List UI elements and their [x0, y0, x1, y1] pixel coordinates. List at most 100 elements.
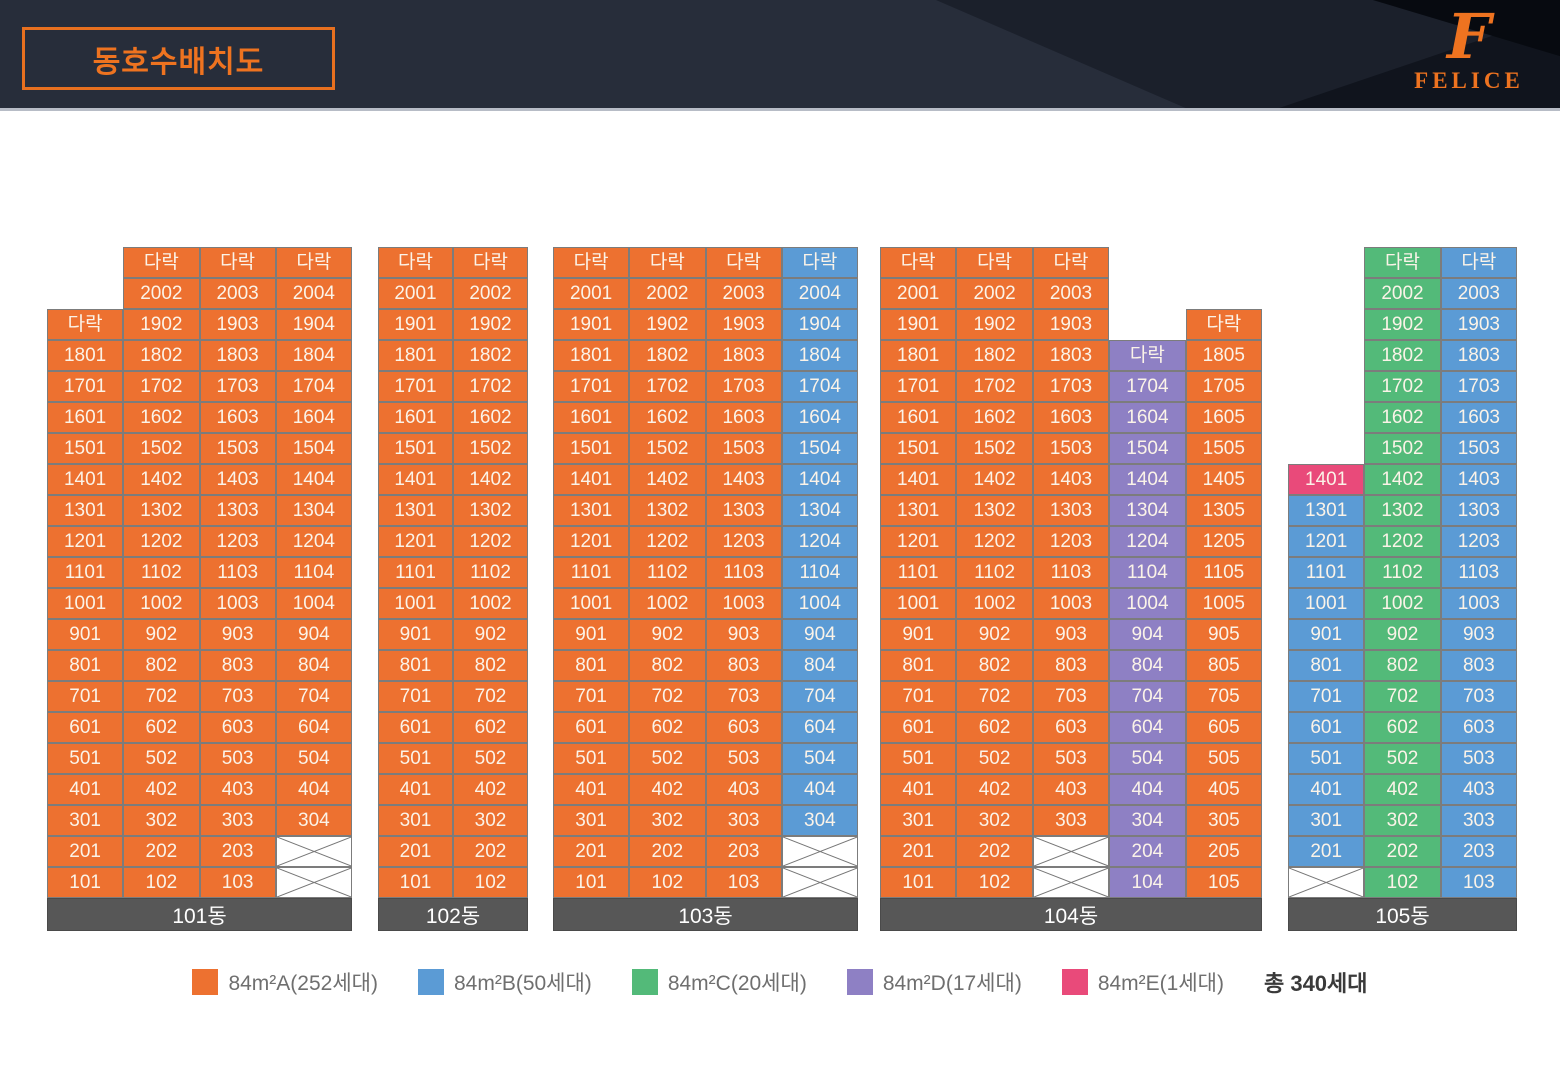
unit-cell: 1302 [123, 495, 200, 526]
unit-cell: 903 [199, 619, 276, 650]
unit-cell: 1601 [378, 402, 453, 433]
building-104동: 다락 2001 1901 1801 1701 1601 1501 1401 1301 1201 11… [880, 247, 1262, 931]
unit-cell: 703 [1032, 681, 1110, 712]
unit-cell: 703 [1440, 681, 1517, 712]
unit-cell: 703 [705, 681, 782, 712]
unit-cell: 702 [453, 681, 528, 712]
building-103동: 다락 2001 1901 1801 1701 1601 1501 1401 1301 1201 11… [553, 247, 858, 931]
unit-cell: 1803 [705, 340, 782, 371]
unit-cell: 905 [1185, 619, 1262, 650]
unit-cell: 101 [880, 867, 957, 898]
unit-cell: 705 [1185, 681, 1262, 712]
unit-cell: 1201 [47, 526, 124, 557]
unit-cell: 1403 [1440, 464, 1517, 495]
unit-cell: 803 [705, 650, 782, 681]
unit-cell: 1002 [629, 588, 706, 619]
unit-cell: 103 [705, 867, 782, 898]
unit-cell: 1802 [453, 340, 528, 371]
legend-item-B: 84m²B(50세대) [417, 967, 592, 997]
unit-cell: 1405 [1185, 464, 1262, 495]
unit-cell: 1701 [378, 371, 453, 402]
unit-cell: 501 [1288, 743, 1365, 774]
unit-cell: 901 [553, 619, 630, 650]
unit-cell: 2003 [705, 278, 782, 309]
unit-cell: 1702 [629, 371, 706, 402]
unit-cell: 301 [1288, 805, 1365, 836]
unit-cell: 1303 [1032, 495, 1110, 526]
unit-cell: 302 [629, 805, 706, 836]
unit-cell: 1105 [1185, 557, 1262, 588]
unit-cell: 1704 [781, 371, 858, 402]
unit-cell: 1401 [378, 464, 453, 495]
unit-cell: 405 [1185, 774, 1262, 805]
unit-cell: 902 [629, 619, 706, 650]
unit-cell: 1001 [553, 588, 630, 619]
brand-logo: F FELICE [1404, 4, 1534, 94]
unit-cell: 1005 [1185, 588, 1262, 619]
unit-cell: 1002 [1364, 588, 1441, 619]
unit-cell: 102 [629, 867, 706, 898]
unit-cell: 1901 [553, 309, 630, 340]
unit-cell: 1803 [1032, 340, 1110, 371]
unit-cell: 902 [453, 619, 528, 650]
unit-cell: 다락 [199, 247, 276, 278]
unit-cell: 804 [275, 650, 352, 681]
unit-cell: 602 [123, 712, 200, 743]
unit-cell: 1304 [275, 495, 352, 526]
unit-cell: 102 [453, 867, 528, 898]
unit-cell: 1103 [1032, 557, 1110, 588]
unit-cell: 703 [199, 681, 276, 712]
unit-cell: 2002 [629, 278, 706, 309]
unit-cell: 1401 [47, 464, 124, 495]
unit-cell: 702 [956, 681, 1033, 712]
unit-cell: 1004 [1109, 588, 1186, 619]
unit-cell: 1603 [1032, 402, 1110, 433]
unit-cell: 1104 [781, 557, 858, 588]
unit-cell: 다락 [1032, 247, 1110, 278]
unit-cell: 2002 [453, 278, 528, 309]
unit-cell: 604 [781, 712, 858, 743]
unit-cell: 404 [275, 774, 352, 805]
unit-cell: 다락 [1364, 247, 1441, 278]
unit-cell: 1803 [1440, 340, 1517, 371]
unit-cell: 801 [553, 650, 630, 681]
unit-cell: 2003 [1032, 278, 1110, 309]
building-name-bar: 102동 [378, 898, 528, 931]
unit-cell: 1102 [956, 557, 1033, 588]
unit-cell: 1604 [1109, 402, 1186, 433]
unit-cell: 1501 [47, 433, 124, 464]
unit-cell: 1002 [956, 588, 1033, 619]
building-name-bar: 101동 [47, 898, 352, 931]
unit-cell: 804 [1109, 650, 1186, 681]
unit-cell: 602 [1364, 712, 1441, 743]
unit-cell: 1804 [275, 340, 352, 371]
unit-cell: 804 [781, 650, 858, 681]
unit-cell: 904 [275, 619, 352, 650]
legend-swatch-B [417, 969, 444, 995]
building-name-bar: 103동 [553, 898, 858, 931]
unit-cell: 901 [378, 619, 453, 650]
unit-cell: 401 [553, 774, 630, 805]
unit-cell: 801 [47, 650, 124, 681]
unit-cell: 1205 [1185, 526, 1262, 557]
unit-cell: 1201 [1288, 526, 1365, 557]
unit-cell: 1502 [123, 433, 200, 464]
unit-cell: 603 [1440, 712, 1517, 743]
unit-cell: 1801 [47, 340, 124, 371]
unit-cell: 1504 [1109, 433, 1186, 464]
unit-cell: 704 [1109, 681, 1186, 712]
unit-cell: 1401 [1288, 464, 1365, 495]
unit-cell: 601 [47, 712, 124, 743]
unit-cell: 1504 [781, 433, 858, 464]
unit-cell: 1601 [880, 402, 957, 433]
unit-cell: 1801 [880, 340, 957, 371]
unit-cell: 303 [199, 805, 276, 836]
unit-cell: 604 [275, 712, 352, 743]
unit-cell: 302 [956, 805, 1033, 836]
unit-cell: 1002 [453, 588, 528, 619]
unit-cell: 1604 [275, 402, 352, 433]
legend: 84m²A(252세대) 84m²B(50세대) 84m²C(20세대) 84m²D(… [0, 966, 1560, 998]
unit-cell: 503 [1032, 743, 1110, 774]
unit-cell: 601 [378, 712, 453, 743]
unit-cell: 1902 [629, 309, 706, 340]
